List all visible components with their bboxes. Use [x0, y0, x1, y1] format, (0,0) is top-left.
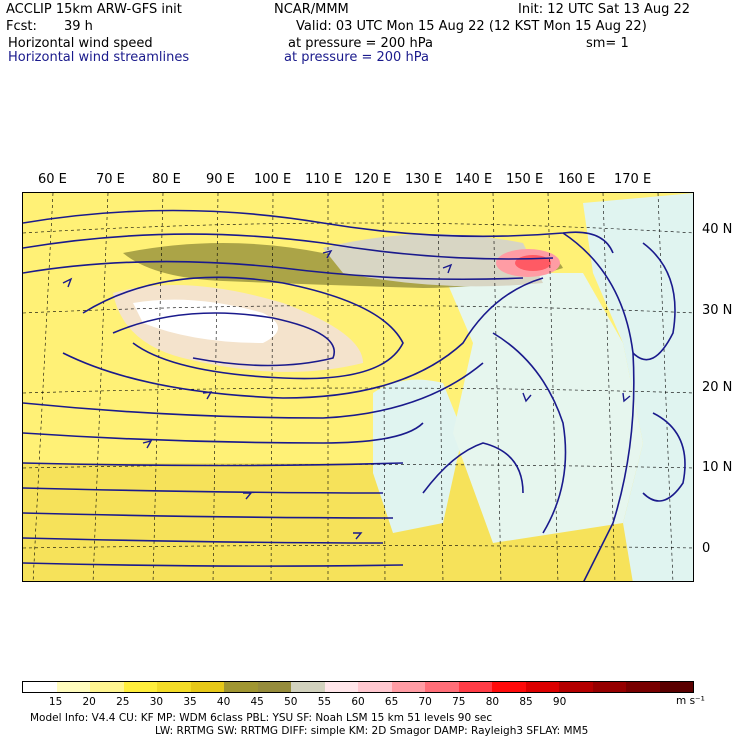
colorbar-swatch	[559, 682, 593, 692]
field2-level: at pressure = 200 hPa	[284, 50, 429, 65]
colorbar-tick-label: 75	[452, 696, 466, 708]
colorbar-swatch	[23, 682, 57, 692]
longitude-label: 120 E	[354, 172, 392, 187]
wind-streamlines	[23, 209, 686, 581]
latitude-label: 10 N	[702, 460, 733, 475]
init-time: Init: 12 UTC Sat 13 Aug 22	[518, 2, 691, 17]
field1-level: at pressure = 200 hPa	[288, 36, 433, 51]
longitude-label: 130 E	[405, 172, 443, 187]
streamline-arrows	[62, 249, 631, 540]
colorbar-tick-label: 80	[485, 696, 500, 708]
colorbar-swatch	[425, 682, 459, 692]
longitude-label: 70 E	[96, 172, 125, 187]
colorbar-swatch	[324, 682, 358, 692]
jet-max-core	[515, 255, 551, 271]
colorbar-tick-label: 40	[216, 696, 231, 708]
colorbar-tick-label: 60	[351, 696, 365, 708]
colorbar-tick-label: 20	[82, 696, 96, 708]
longitude-label: 100 E	[254, 172, 292, 187]
jet-exit-region	[323, 234, 543, 287]
latitude-label: 40 N	[702, 222, 733, 237]
colorbar-swatch	[56, 682, 90, 692]
tibetan-high-core	[133, 299, 278, 343]
wind-map	[22, 192, 694, 582]
colorbar-swatch	[525, 682, 559, 692]
low-wind-region-philippine-sea	[373, 379, 463, 533]
colorbar-swatch	[190, 682, 224, 692]
colorbar-tick-label: 35	[183, 696, 197, 708]
colorbar-tick-label: 55	[317, 696, 332, 708]
longitude-label: 90 E	[206, 172, 235, 187]
model-info-line1: Model Info: V4.4 CU: KF MP: WDM 6class P…	[30, 712, 493, 724]
model-info-line2: LW: RRTMG SW: RRTMG DIFF: simple KM: 2D …	[155, 725, 589, 737]
colorbar-tick-label: 85	[519, 696, 533, 708]
latitude-label: 20 N	[702, 380, 733, 395]
colorbar-tick-label: 65	[384, 696, 399, 708]
colorbar-tick-label: 50	[284, 696, 298, 708]
colorbar-tick-label: 70	[418, 696, 432, 708]
colorbar	[22, 681, 694, 693]
colorbar-tick-label: 90	[552, 696, 567, 708]
low-wind-region-west-pacific	[443, 273, 643, 543]
colorbar-swatch	[592, 682, 626, 692]
colorbar-unit: m s⁻¹	[676, 695, 705, 707]
colorbar-swatch	[90, 682, 124, 692]
low-wind-region-pacific	[583, 193, 693, 581]
colorbar-swatch	[626, 682, 660, 692]
colorbar-tick-label: 45	[250, 696, 264, 708]
colorbar-tick-label: 30	[149, 696, 164, 708]
longitude-label: 110 E	[305, 172, 343, 187]
field2-name: Horizontal wind streamlines	[8, 50, 190, 65]
field1-name: Horizontal wind speed	[8, 36, 153, 51]
colorbar-swatch	[224, 682, 258, 692]
longitude-label: 170 E	[614, 172, 652, 187]
colorbar-swatch	[659, 682, 693, 692]
organization-label: NCAR/MMM	[274, 2, 349, 17]
latitude-label: 0	[702, 541, 711, 556]
colorbar-swatch	[157, 682, 191, 692]
valid-time: Valid: 03 UTC Mon 15 Aug 22 (12 KST Mon …	[296, 19, 647, 34]
colorbar-tick-label: 15	[48, 696, 63, 708]
colorbar-swatch	[391, 682, 425, 692]
colorbar-tick-label: 25	[116, 696, 130, 708]
longitude-label: 150 E	[506, 172, 544, 187]
longitude-label: 80 E	[152, 172, 181, 187]
latitude-label: 30 N	[702, 303, 733, 318]
model-title: ACCLIP 15km ARW-GFS init	[6, 2, 182, 17]
forecast-hour: 39 h	[64, 19, 93, 34]
colorbar-swatch	[123, 682, 157, 692]
forecast-label: Fcst:	[6, 19, 37, 34]
colorbar-swatch	[458, 682, 492, 692]
colorbar-swatch	[492, 682, 526, 692]
longitude-label: 60 E	[38, 172, 67, 187]
colorbar-swatch	[291, 682, 325, 692]
colorbar-swatch	[358, 682, 392, 692]
colorbar-swatch	[257, 682, 291, 692]
smoothing-label: sm= 1	[586, 36, 629, 51]
longitude-label: 140 E	[455, 172, 493, 187]
longitude-label: 160 E	[558, 172, 596, 187]
